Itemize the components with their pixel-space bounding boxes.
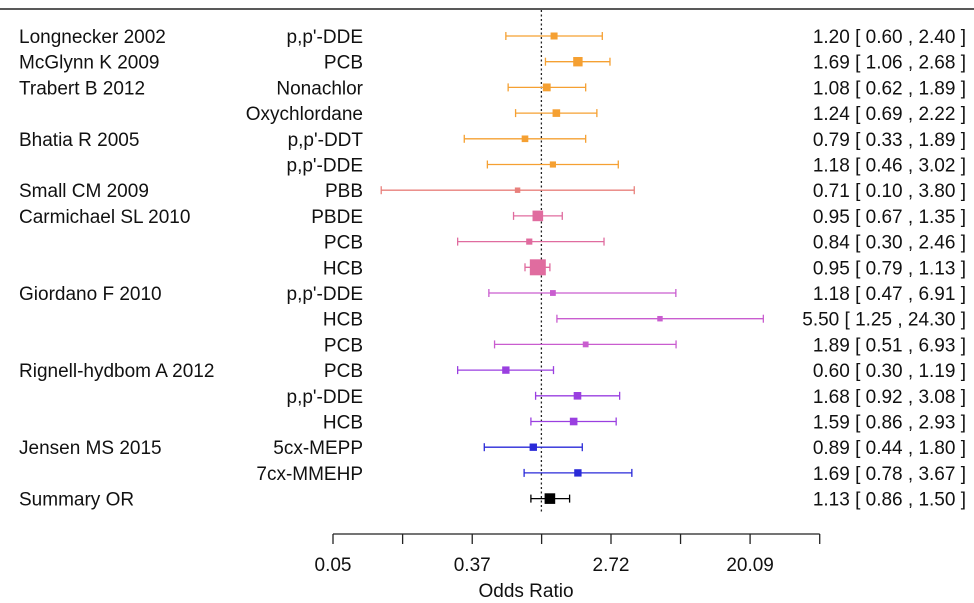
x-tick-label: 0.05 <box>315 555 352 576</box>
or-ci-label: 1.18 [ 0.46 , 3.02 ] <box>813 156 966 177</box>
forest-row: HCB 5.50 [ 1.25 , 24.30 ] <box>323 310 966 331</box>
forest-row: Summary OR 1.13 [ 0.86 , 1.50 ] <box>19 490 966 511</box>
forest-rows: Longnecker 2002 p,p'-DDE 1.20 [ 0.60 , 2.4… <box>19 10 966 513</box>
or-ci-label: 1.59 [ 0.86 , 2.93 ] <box>813 413 966 434</box>
forest-row: p,p'-DDE 1.18 [ 0.46 , 3.02 ] <box>287 156 966 177</box>
point-estimate <box>529 443 537 451</box>
or-ci-label: 0.95 [ 0.67 , 1.35 ] <box>813 207 966 228</box>
x-tick-label: 2.72 <box>593 555 630 576</box>
forest-row: PCB 1.89 [ 0.51 , 6.93 ] <box>324 335 966 356</box>
study-label: Jensen MS 2015 <box>19 438 162 459</box>
forest-row: McGlynn K 2009 PCB 1.69 [ 1.06 , 2.68 ] <box>19 53 966 74</box>
point-estimate <box>514 187 521 193</box>
exposure-label: HCB <box>323 310 363 331</box>
or-ci-label: 1.24 [ 0.69 , 2.22 ] <box>813 104 966 125</box>
study-label: Carmichael SL 2010 <box>19 207 190 228</box>
point-estimate <box>529 259 546 276</box>
point-estimate <box>502 366 510 374</box>
or-ci-label: 0.95 [ 0.79 , 1.13 ] <box>813 258 966 279</box>
forest-row: Giordano F 2010 p,p'-DDE 1.18 [ 0.47 , 6.9… <box>19 284 966 305</box>
point-estimate <box>521 135 529 143</box>
exposure-label: PCB <box>324 361 363 382</box>
point-estimate <box>550 32 558 40</box>
forest-row: Carmichael SL 2010 PBDE 0.95 [ 0.67 , 1.35… <box>19 207 966 228</box>
exposure-label: 7cx-MMEHP <box>256 464 363 485</box>
point-estimate <box>549 161 556 168</box>
point-estimate <box>552 109 561 117</box>
or-ci-label: 1.69 [ 1.06 , 2.68 ] <box>813 53 966 74</box>
point-estimate <box>573 57 583 67</box>
forest-row: Oxychlordane 1.24 [ 0.69 , 2.22 ] <box>246 104 966 125</box>
or-ci-label: 1.69 [ 0.78 , 3.67 ] <box>813 464 966 485</box>
forest-row: Longnecker 2002 p,p'-DDE 1.20 [ 0.60 , 2.4… <box>19 27 966 48</box>
x-tick-label: 0.37 <box>454 555 491 576</box>
exposure-label: PCB <box>324 335 363 356</box>
or-ci-label: 0.79 [ 0.33 , 1.89 ] <box>813 130 966 151</box>
exposure-label: PCB <box>324 53 363 74</box>
study-label: Bhatia R 2005 <box>19 130 139 151</box>
or-ci-label: 0.60 [ 0.30 , 1.19 ] <box>813 361 966 382</box>
exposure-label: Nonachlor <box>276 78 363 99</box>
point-estimate <box>542 83 551 92</box>
forest-row: Trabert B 2012 Nonachlor 1.08 [ 0.62 , 1.8… <box>19 78 966 99</box>
x-axis-title: Odds Ratio <box>478 581 573 602</box>
forest-row: Bhatia R 2005 p,p'-DDT 0.79 [ 0.33 , 1.89 … <box>19 130 966 151</box>
point-estimate <box>550 290 556 296</box>
exposure-label: Oxychlordane <box>246 104 363 125</box>
forest-row: HCB 1.59 [ 0.86 , 2.93 ] <box>323 413 966 434</box>
point-estimate <box>573 392 582 400</box>
or-ci-label: 1.68 [ 0.92 , 3.08 ] <box>813 387 966 408</box>
exposure-label: p,p'-DDE <box>287 156 363 177</box>
point-estimate <box>569 417 578 426</box>
x-tick-label: 20.09 <box>726 555 774 576</box>
study-label: Small CM 2009 <box>19 181 149 202</box>
or-ci-label: 1.08 [ 0.62 , 1.89 ] <box>813 78 966 99</box>
point-estimate <box>526 238 533 245</box>
point-estimate <box>657 315 663 322</box>
forest-row: HCB 0.95 [ 0.79 , 1.13 ] <box>323 258 966 279</box>
study-label: Giordano F 2010 <box>19 284 162 305</box>
exposure-label: PBB <box>325 181 363 202</box>
point-estimate <box>532 210 544 222</box>
forest-row: p,p'-DDE 1.68 [ 0.92 , 3.08 ] <box>287 387 966 408</box>
point-estimate <box>574 469 582 477</box>
exposure-label: HCB <box>323 413 363 434</box>
exposure-label: HCB <box>323 258 363 279</box>
exposure-label: p,p'-DDE <box>287 284 363 305</box>
forest-row: Small CM 2009 PBB 0.71 [ 0.10 , 3.80 ] <box>19 181 966 202</box>
or-ci-label: 0.84 [ 0.30 , 2.46 ] <box>813 233 966 254</box>
forest-row: PCB 0.84 [ 0.30 , 2.46 ] <box>324 233 966 254</box>
forest-row: 7cx-MMEHP 1.69 [ 0.78 , 3.67 ] <box>256 464 966 485</box>
study-label: Longnecker 2002 <box>19 27 166 48</box>
or-ci-label: 1.20 [ 0.60 , 2.40 ] <box>813 27 966 48</box>
study-label: Rignell-hydbom A 2012 <box>19 361 214 382</box>
or-ci-label: 0.71 [ 0.10 , 3.80 ] <box>813 181 966 202</box>
point-estimate <box>582 341 589 348</box>
or-ci-label: 1.18 [ 0.47 , 6.91 ] <box>813 284 966 305</box>
study-label: Trabert B 2012 <box>19 78 145 99</box>
or-ci-label: 1.89 [ 0.51 , 6.93 ] <box>813 335 966 356</box>
exposure-label: PBDE <box>311 207 363 228</box>
exposure-label: p,p'-DDT <box>288 130 364 151</box>
forest-row: Jensen MS 2015 5cx-MEPP 0.89 [ 0.44 , 1.80… <box>19 438 966 459</box>
or-ci-label: 5.50 [ 1.25 , 24.30 ] <box>802 310 966 331</box>
forest-row: Rignell-hydbom A 2012 PCB 0.60 [ 0.30 , 1.… <box>19 361 966 382</box>
or-ci-label: 1.13 [ 0.86 , 1.50 ] <box>813 490 966 511</box>
exposure-label: PCB <box>324 233 363 254</box>
exposure-label: 5cx-MEPP <box>273 438 363 459</box>
exposure-label: p,p'-DDE <box>287 27 363 48</box>
study-label: McGlynn K 2009 <box>19 53 159 74</box>
or-ci-label: 0.89 [ 0.44 , 1.80 ] <box>813 438 966 459</box>
exposure-label: p,p'-DDE <box>287 387 363 408</box>
study-label: Summary OR <box>19 490 134 511</box>
point-estimate <box>544 493 556 504</box>
x-axis: 0.05 0.37 2.72 20.09 <box>315 533 821 576</box>
